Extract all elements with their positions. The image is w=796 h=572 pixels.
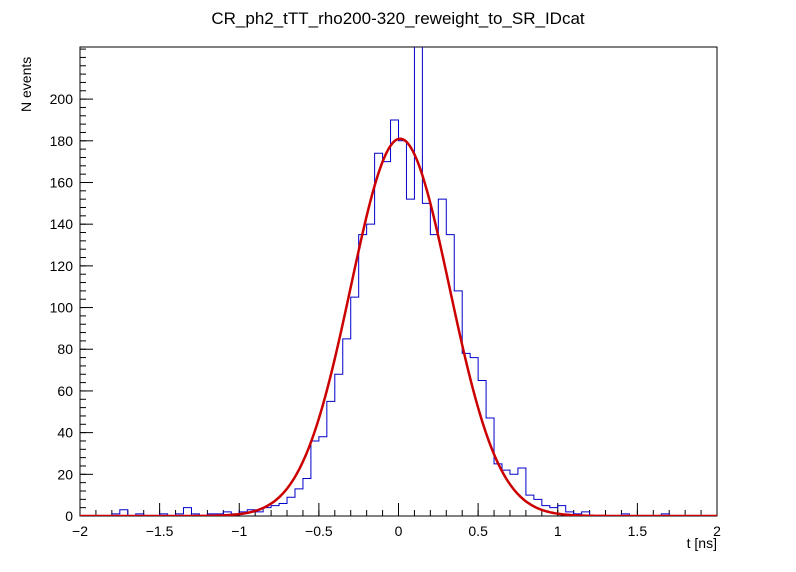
y-tick-label: 100 — [50, 300, 74, 316]
plot-frame — [79, 46, 718, 517]
x-tick-label: −1 — [231, 523, 247, 539]
y-tick-label: 40 — [57, 425, 73, 441]
x-tick-label: −1.5 — [146, 523, 174, 539]
y-tick-label: 180 — [50, 133, 74, 149]
y-axis-title: N events — [18, 57, 34, 112]
y-tick-label: 160 — [50, 174, 74, 190]
fit-curve — [80, 137, 717, 516]
y-tick-label: 0 — [65, 508, 73, 524]
x-tick-label: 0 — [395, 523, 403, 539]
x-tick-label: 1 — [554, 523, 562, 539]
y-tick-label: 200 — [50, 91, 74, 107]
histogram-line — [80, 47, 717, 516]
x-tick-label: 2 — [713, 523, 721, 539]
x-tick-label: 0.5 — [468, 523, 488, 539]
y-tick-label: 80 — [57, 341, 73, 357]
y-tick-label: 120 — [50, 258, 74, 274]
x-axis-title: t [ns] — [687, 535, 717, 551]
y-tick-label: 20 — [57, 466, 73, 482]
y-tick-label: 140 — [50, 216, 74, 232]
x-tick-label: 1.5 — [628, 523, 648, 539]
x-tick-label: −2 — [72, 523, 88, 539]
y-tick-label: 60 — [57, 383, 73, 399]
x-tick-label: −0.5 — [305, 523, 333, 539]
plot-title: CR_ph2_tTT_rho200-320_reweight_to_SR_IDc… — [211, 9, 585, 28]
